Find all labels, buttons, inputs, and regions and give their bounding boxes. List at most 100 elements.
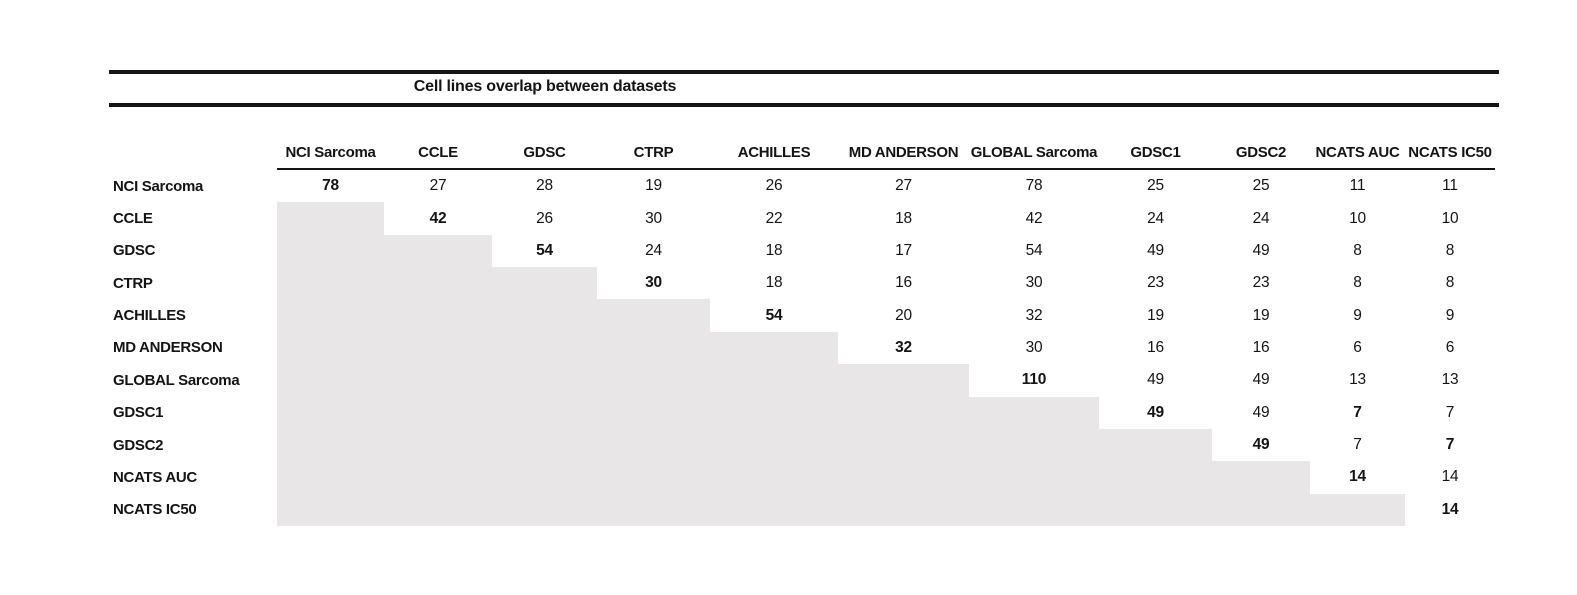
row-label-gdsc1: GDSC1: [113, 404, 164, 422]
table-title: Cell lines overlap between datasets: [413, 78, 677, 95]
matrix-cell-nci-sarcoma-x-nci-sarcoma: 78: [322, 177, 339, 195]
matrix-cell-global-sarcoma-x-nci-sarcoma: [277, 364, 384, 397]
matrix-cell-nci-sarcoma-x-md-anderson: 27: [895, 177, 912, 195]
matrix-cell-ctrp-x-ccle: [384, 267, 492, 300]
matrix-cell-global-sarcoma-x-md-anderson: [838, 364, 969, 397]
row-label-ccle: CCLE: [113, 210, 153, 228]
matrix-cell-gdsc1-x-global-sarcoma: [969, 396, 1099, 429]
matrix-cell-gdsc-x-ncats-auc: 8: [1353, 241, 1362, 259]
matrix-cell-md-anderson-x-gdsc: [492, 331, 597, 365]
matrix-cell-gdsc-x-gdsc: 54: [536, 241, 553, 259]
column-header-md-anderson: MD ANDERSON: [838, 137, 969, 170]
matrix-cell-ncats-ic50-x-ctrp: [597, 493, 710, 526]
matrix-cell-gdsc2-x-ctrp: [597, 428, 710, 462]
matrix-cell-nci-sarcoma-x-gdsc2: 25: [1252, 177, 1270, 195]
matrix-cell-gdsc-x-md-anderson: 17: [895, 241, 912, 259]
matrix-cell-ncats-ic50-x-ncats-ic50: 14: [1441, 500, 1459, 518]
matrix-cell-ncats-auc-x-ctrp: [597, 461, 710, 494]
row-label-nci-sarcoma: NCI Sarcoma: [113, 177, 204, 195]
matrix-cell-gdsc1-x-gdsc: [492, 396, 597, 429]
matrix-cell-ncats-auc-x-md-anderson: [838, 461, 969, 494]
matrix-cell-nci-sarcoma-x-ctrp: 19: [645, 177, 662, 195]
matrix-cell-gdsc2-x-gdsc1: [1099, 428, 1212, 462]
matrix-cell-ctrp-x-gdsc: [492, 267, 597, 300]
matrix-cell-global-sarcoma-x-ncats-ic50: 13: [1441, 371, 1459, 389]
title-bottom-rule: [109, 103, 1499, 107]
matrix-cell-global-sarcoma-x-ctrp: [597, 364, 710, 397]
matrix-cell-nci-sarcoma-x-global-sarcoma: 78: [1025, 177, 1043, 195]
matrix-cell-achilles-x-ncats-ic50: 9: [1445, 306, 1455, 324]
matrix-cell-ctrp-x-ncats-auc: 8: [1353, 274, 1362, 292]
matrix-cell-gdsc2-x-md-anderson: [838, 428, 969, 462]
matrix-cell-global-sarcoma-x-ccle: [384, 364, 492, 397]
matrix-cell-achilles-x-nci-sarcoma: [277, 299, 384, 332]
matrix-cell-achilles-x-ncats-auc: 9: [1353, 306, 1362, 324]
column-header-ncats-auc: NCATS AUC: [1310, 137, 1405, 170]
matrix-cell-gdsc-x-gdsc2: 49: [1252, 241, 1270, 259]
matrix-cell-nci-sarcoma-x-gdsc: 28: [536, 177, 553, 195]
matrix-cell-gdsc2-x-global-sarcoma: [969, 428, 1099, 462]
matrix-cell-gdsc2-x-gdsc2: 49: [1252, 436, 1270, 454]
matrix-cell-ctrp-x-global-sarcoma: 30: [1025, 274, 1043, 292]
matrix-cell-ncats-ic50-x-achilles: [710, 493, 838, 526]
matrix-cell-ncats-auc-x-gdsc1: [1099, 461, 1212, 494]
column-header-ncats-ic50: NCATS IC50: [1405, 137, 1495, 170]
matrix-cell-ccle-x-ncats-auc: 10: [1349, 209, 1366, 227]
matrix-cell-gdsc2-x-ncats-ic50: 7: [1445, 436, 1455, 454]
matrix-cell-nci-sarcoma-x-achilles: 26: [765, 177, 783, 195]
matrix-cell-md-anderson-x-ctrp: [597, 331, 710, 365]
matrix-cell-global-sarcoma-x-ncats-auc: 13: [1349, 371, 1366, 389]
column-header-gdsc: GDSC: [492, 137, 597, 170]
matrix-cell-ccle-x-md-anderson: 18: [895, 209, 912, 227]
matrix-cell-achilles-x-gdsc1: 19: [1147, 306, 1164, 324]
row-label-global-sarcoma: GLOBAL Sarcoma: [113, 371, 240, 389]
matrix-cell-ncats-ic50-x-ccle: [384, 493, 492, 526]
row-label-ncats-auc: NCATS AUC: [113, 468, 197, 486]
matrix-cell-gdsc-x-ctrp: 24: [645, 241, 662, 259]
matrix-cell-gdsc2-x-ncats-auc: 7: [1353, 436, 1362, 454]
matrix-cell-ccle-x-nci-sarcoma: [277, 202, 384, 235]
matrix-cell-ccle-x-gdsc: 26: [536, 209, 553, 227]
matrix-cell-nci-sarcoma-x-gdsc1: 25: [1147, 177, 1164, 195]
matrix-cell-gdsc-x-ncats-ic50: 8: [1445, 241, 1455, 259]
matrix-cell-achilles-x-achilles: 54: [765, 306, 783, 324]
row-label-ctrp: CTRP: [113, 274, 153, 292]
matrix-cell-ccle-x-ctrp: 30: [645, 209, 662, 227]
row-label-gdsc: GDSC: [113, 242, 156, 260]
row-label-gdsc2: GDSC2: [113, 436, 164, 454]
matrix-cell-md-anderson-x-nci-sarcoma: [277, 331, 384, 365]
corner-cell: [110, 137, 277, 170]
overlap-matrix: NCI Sarcoma CCLE GDSC CTRP ACHILLES MD ANDERS…: [110, 137, 1495, 526]
matrix-cell-ctrp-x-md-anderson: 16: [895, 274, 912, 292]
matrix-cell-md-anderson-x-ccle: [384, 331, 492, 365]
matrix-cell-ncats-auc-x-gdsc2: [1212, 461, 1310, 494]
matrix-cell-global-sarcoma-x-achilles: [710, 364, 838, 397]
matrix-cell-global-sarcoma-x-gdsc: [492, 364, 597, 397]
matrix-cell-gdsc-x-gdsc1: 49: [1147, 241, 1164, 259]
matrix-cell-achilles-x-gdsc2: 19: [1252, 306, 1270, 324]
matrix-cell-gdsc2-x-ccle: [384, 428, 492, 462]
title-top-rule: [109, 70, 1499, 74]
column-header-nci-sarcoma: NCI Sarcoma: [277, 137, 384, 170]
matrix-cell-nci-sarcoma-x-ncats-auc: 11: [1349, 177, 1366, 195]
matrix-cell-ctrp-x-ctrp: 30: [645, 274, 662, 292]
matrix-cell-ccle-x-global-sarcoma: 42: [1025, 209, 1043, 227]
matrix-cell-gdsc1-x-ccle: [384, 396, 492, 429]
matrix-cell-gdsc1-x-ncats-ic50: 7: [1445, 403, 1455, 421]
matrix-cell-ctrp-x-achilles: 18: [765, 274, 783, 292]
matrix-cell-ncats-auc-x-ccle: [384, 461, 492, 494]
matrix-cell-ccle-x-ncats-ic50: 10: [1441, 209, 1459, 227]
matrix-cell-ncats-auc-x-global-sarcoma: [969, 461, 1099, 494]
matrix-cell-ncats-auc-x-ncats-auc: 14: [1349, 468, 1366, 486]
column-header-global-sarcoma: GLOBAL Sarcoma: [969, 137, 1099, 170]
matrix-cell-gdsc1-x-ncats-auc: 7: [1353, 403, 1362, 421]
matrix-cell-global-sarcoma-x-gdsc1: 49: [1147, 371, 1164, 389]
matrix-cell-md-anderson-x-gdsc1: 16: [1147, 338, 1164, 356]
matrix-cell-gdsc1-x-achilles: [710, 396, 838, 429]
matrix-cell-ncats-auc-x-nci-sarcoma: [277, 461, 384, 494]
matrix-cell-ncats-ic50-x-gdsc: [492, 493, 597, 526]
column-header-gdsc1: GDSC1: [1099, 137, 1212, 170]
matrix-cell-gdsc2-x-gdsc: [492, 428, 597, 462]
matrix-cell-ncats-ic50-x-gdsc2: [1212, 493, 1310, 526]
